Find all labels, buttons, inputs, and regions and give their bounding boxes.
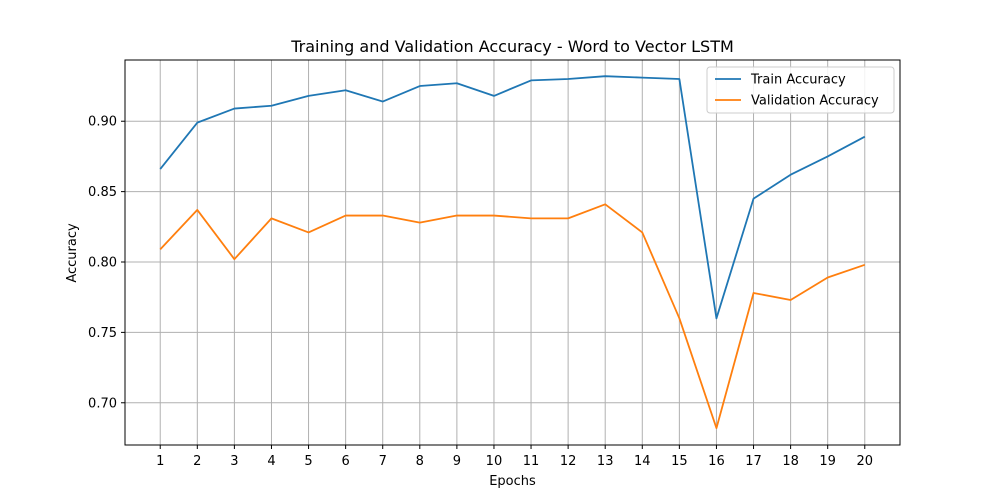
y-tick-label: 0.85	[88, 185, 117, 200]
x-tick-label: 5	[304, 454, 312, 469]
legend-label: Train Accuracy	[750, 73, 846, 88]
x-tick-label: 7	[379, 454, 387, 469]
x-tick-label: 15	[671, 454, 688, 469]
series-layer	[159, 75, 866, 430]
x-tick-label: 3	[230, 454, 238, 469]
x-tick-label: 18	[782, 454, 799, 469]
x-tick-label: 20	[856, 454, 873, 469]
series-line-validation-accuracy	[159, 203, 866, 430]
y-axis: 0.70 0.75 0.80 0.85 0.90	[88, 115, 125, 411]
y-axis-title: Accuracy	[65, 223, 80, 283]
y-tick-label: 0.75	[88, 326, 117, 341]
x-tick-label: 10	[486, 454, 503, 469]
x-tick-label: 11	[523, 454, 540, 469]
chart-title: Training and Validation Accuracy - Word …	[290, 37, 734, 56]
x-axis-title: Epochs	[489, 474, 536, 489]
x-tick-label: 19	[819, 454, 836, 469]
x-tick-label: 16	[708, 454, 725, 469]
x-tick-label: 6	[341, 454, 349, 469]
legend-label: Validation Accuracy	[751, 94, 879, 109]
x-tick-label: 12	[560, 454, 577, 469]
x-tick-label: 1	[156, 454, 164, 469]
y-tick-label: 0.90	[88, 115, 117, 130]
x-tick-label: 9	[453, 454, 461, 469]
y-tick-label: 0.80	[88, 256, 117, 271]
y-tick-label: 0.70	[88, 396, 117, 411]
grid	[125, 60, 900, 445]
legend-box	[706, 66, 895, 114]
x-axis: 1 2 3 4 5 6 7 8 9 10 11 12 13 14 15 16 17 18 19 20	[156, 445, 873, 469]
x-tick-label: 4	[267, 454, 275, 469]
legend: Train Accuracy Validation Accuracy	[706, 66, 895, 114]
x-tick-label: 14	[634, 454, 651, 469]
x-tick-label: 8	[416, 454, 424, 469]
series-line-train-accuracy	[159, 75, 866, 320]
x-tick-label: 2	[193, 454, 201, 469]
x-tick-label: 17	[745, 454, 762, 469]
x-tick-label: 13	[597, 454, 614, 469]
plot-area-frame	[124, 59, 901, 446]
